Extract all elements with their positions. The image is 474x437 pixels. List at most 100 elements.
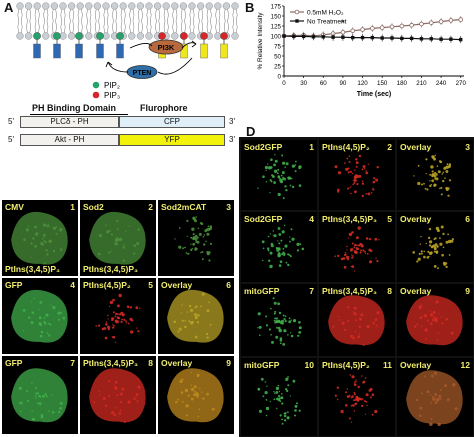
panel-c-tile-number: 1 [70, 202, 75, 212]
data-point [458, 17, 464, 22]
x-tick-label: 210 [416, 80, 427, 87]
pip3-legend-label: PIP₃ [104, 91, 120, 100]
panel-d-tile-number: 1 [309, 142, 314, 152]
panel-c-tile-4: GFP 4 [2, 278, 78, 354]
construct-2-domain: Akt - PH [54, 135, 85, 144]
y-tick-label: 150 [271, 13, 282, 20]
data-point [292, 34, 296, 39]
panel-d-tile-number: 9 [465, 286, 470, 296]
panel-d-tile-label: Overlay [400, 286, 432, 296]
pip2-dot [92, 81, 100, 89]
x-tick-label: 60 [320, 80, 327, 87]
panel-d-tile-8: PtIns(3,4,5)P₃ 8 [319, 284, 395, 356]
pten-enzyme: PTEN [126, 65, 158, 79]
panel-d-tile-6: Overlay 6 [397, 212, 473, 282]
panel-d-tile-1: Sod2GFP 1 [241, 140, 317, 210]
data-point [351, 35, 355, 40]
panel-c-tile-label: Sod2 [83, 202, 104, 212]
legend-label: No Treatment [307, 18, 347, 25]
panel-d-tile-label: Overlay [400, 214, 432, 224]
panel-c-tile-2: Sod2 2 PtIns(3,4,5)P₃ [80, 200, 156, 276]
panel-c-tile-7: GFP 7 [2, 356, 78, 434]
data-point [331, 35, 335, 39]
x-tick-label: 270 [456, 80, 467, 87]
pip3-dot [92, 91, 100, 99]
panel-d-tile-9: Overlay 9 [397, 284, 473, 356]
panel-d-tile-5: PtIns(3,4,5)P₃ 5 [319, 212, 395, 282]
panel-d-tile-number: 8 [387, 286, 392, 296]
y-tick-label: 75 [274, 43, 281, 50]
panel-c-tile-8: PtIns(3,4,5)P₃ 8 [80, 356, 156, 434]
construct-2-5prime: 5' [8, 135, 14, 144]
y-tick-label: 175 [271, 3, 282, 10]
construct-1-fluor: CFP [164, 117, 180, 126]
data-point [399, 23, 405, 29]
legend-marker [294, 9, 300, 15]
panel-c-tile-number: 9 [226, 358, 231, 368]
x-axis-label: Time (sec) [357, 91, 392, 98]
panel-d-tile-number: 6 [465, 214, 470, 224]
panel-c-tile-label: GFP [5, 280, 23, 290]
panel-c-tile-label: CMV [5, 202, 24, 212]
panel-d-tile-12: Overlay 12 [397, 358, 473, 436]
panel-a-letter: A [4, 0, 14, 15]
data-point [389, 24, 395, 30]
panel-d-letter: D [246, 124, 256, 139]
data-point [409, 36, 414, 41]
x-tick-label: 0 [282, 80, 286, 87]
panel-d-tile-2: PtIns(4,5)P₂ 2 [319, 140, 395, 210]
data-point [448, 18, 454, 23]
data-point [390, 36, 394, 40]
intensity-line-chart: 0 25 50 75 100 125 150 175 0 30 60 90 120 150 180 210 24… [257, 3, 467, 98]
construct-header-fluor: Flurophore [140, 103, 188, 113]
data-point [341, 35, 345, 39]
panel-d-tile-number: 5 [387, 214, 392, 224]
panel-d-tile-label: Overlay [400, 142, 432, 152]
panel-c-tile-3: Sod2mCAT 3 [158, 200, 234, 276]
panel-d-tile-number: 2 [387, 142, 392, 152]
x-tick-label: 90 [339, 80, 346, 87]
panel-d-tile-7: mitoGFP 7 [241, 284, 317, 356]
construct-1-domain-box: PLCδ - PH [20, 116, 119, 128]
construct-2-fluor-box: YFP [119, 134, 225, 146]
panel-d-tile-label: Overlay [400, 360, 432, 370]
panel-c-tile-number: 7 [70, 358, 75, 368]
data-point [301, 34, 306, 39]
data-point [282, 34, 286, 38]
panel-c-tile-9: Overlay 9 [158, 356, 234, 434]
panel-d-tile-label: mitoGFP [244, 360, 280, 370]
panel-d-tile-label: PtIns(4,5)P₂ [322, 142, 370, 152]
data-point [400, 36, 404, 41]
data-point [321, 35, 325, 39]
panel-c-tile-label: PtIns(4,5)P₂ [83, 280, 131, 290]
construct-2-fluor: YFP [164, 135, 180, 144]
significance-star: * [341, 18, 345, 28]
data-point [459, 37, 463, 42]
panel-d-tile-4: Sod2GFP 4 [241, 212, 317, 282]
construct-1-domain: PLCδ - PH [50, 117, 89, 126]
panel-c-tile-label: Sod2mCAT [161, 202, 207, 212]
construct-1-fluor-box: CFP [119, 116, 225, 128]
panel-c-tile-number: 4 [70, 280, 75, 290]
panel-c-tile-label: Overlay [161, 280, 193, 290]
panel-d-tile-label: mitoGFP [244, 286, 280, 296]
data-point [380, 36, 384, 40]
panel-d-tile-number: 7 [309, 286, 314, 296]
panel-c-tile-number: 6 [226, 280, 231, 290]
membrane-diagram: PI3K PTEN PIP₂ PIP₃ [16, 2, 239, 100]
panel-c-tile-1: CMV 1 PtIns(3,4,5)P₃ [2, 200, 78, 276]
y-tick-label: 0 [278, 73, 282, 80]
panel-c-tile-number: 5 [148, 280, 153, 290]
legend-label: 0.5mM H₂O₂ [307, 9, 344, 16]
panel-c-tile-label: GFP [5, 358, 23, 368]
data-point [370, 26, 375, 31]
panel-d-tile-number: 11 [383, 360, 392, 370]
panel-c-tile-sublabel: PtIns(3,4,5)P₃ [5, 264, 60, 274]
data-point [370, 35, 375, 40]
panel-c-tile-number: 2 [148, 202, 153, 212]
panel-d-tile-number: 3 [465, 142, 470, 152]
y-tick-label: 125 [271, 23, 282, 30]
data-point [379, 25, 385, 30]
panel-d-tile-number: 4 [309, 214, 314, 224]
data-point [311, 35, 316, 39]
